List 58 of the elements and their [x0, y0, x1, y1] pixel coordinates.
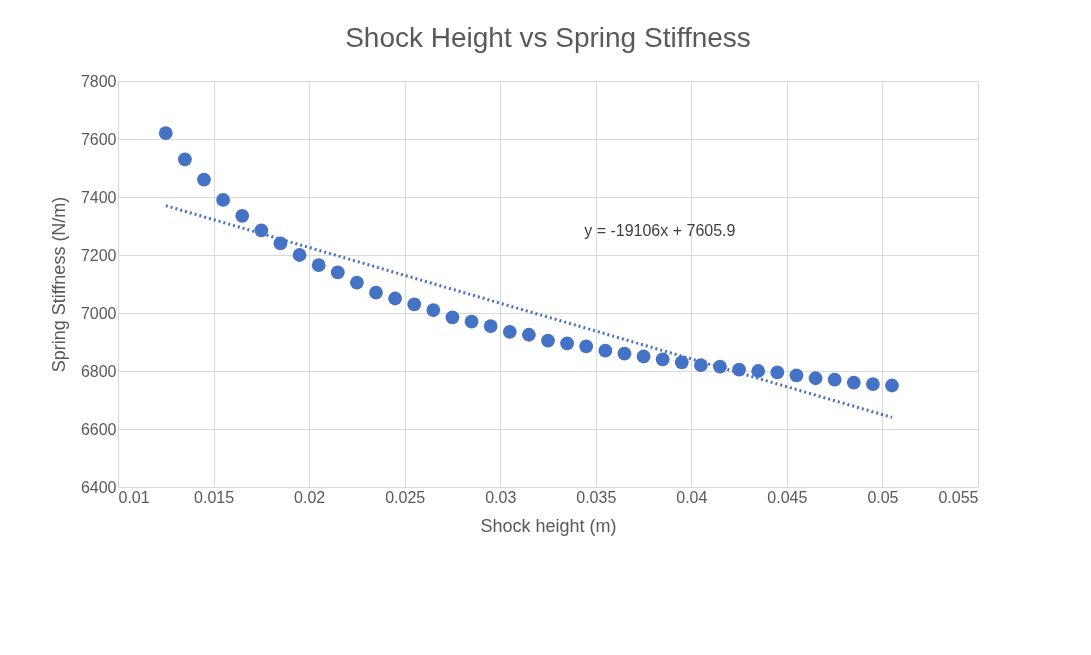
point	[827, 372, 842, 387]
point	[751, 364, 766, 378]
x-axis-title: Shock height (m)	[480, 515, 617, 536]
point	[885, 378, 899, 393]
x-tick-label: 0.04	[676, 488, 708, 506]
point	[674, 355, 689, 370]
point	[292, 248, 307, 262]
point	[350, 275, 364, 290]
y-tick-label: 6800	[80, 362, 117, 380]
point	[866, 377, 880, 391]
point	[636, 349, 651, 364]
x-tick-label: 0.015	[194, 488, 235, 506]
x-tick-label: 0.045	[767, 488, 808, 506]
point	[560, 336, 574, 351]
point	[178, 152, 192, 167]
chart-title: Shock Height vs Spring Stiffness	[345, 22, 751, 53]
point	[541, 333, 555, 348]
point	[158, 126, 173, 141]
x-tick-label: 0.025	[385, 488, 426, 506]
point	[197, 172, 211, 187]
x-tick-label: 0.01	[118, 488, 150, 506]
point	[464, 314, 479, 329]
point	[808, 371, 823, 386]
point	[694, 358, 708, 373]
point	[655, 352, 670, 367]
point	[445, 310, 460, 325]
y-tick-label: 7200	[80, 246, 117, 264]
point	[369, 285, 383, 300]
point	[770, 365, 785, 380]
point	[426, 303, 441, 317]
point	[846, 375, 861, 390]
y-axis-title: Spring Stiffness (N/m)	[48, 196, 69, 373]
point	[311, 258, 326, 273]
x-tick-label: 0.03	[485, 488, 517, 506]
point	[579, 339, 594, 354]
point	[330, 265, 345, 280]
point	[617, 346, 632, 361]
point	[483, 319, 498, 333]
point	[388, 291, 402, 306]
point	[502, 324, 517, 339]
point	[598, 343, 613, 358]
point	[235, 208, 250, 223]
y-tick-label: 7000	[80, 304, 117, 322]
point	[254, 223, 269, 238]
point	[407, 297, 422, 312]
point	[216, 193, 230, 207]
x-tick-label: 0.035	[576, 488, 617, 506]
y-tick-label: 7800	[80, 72, 117, 90]
point	[789, 368, 804, 383]
x-tick-label: 0.055	[938, 488, 979, 506]
x-tick-label: 0.02	[294, 488, 326, 506]
y-tick-label: 7400	[80, 188, 117, 206]
x-tick-label: 0.05	[867, 488, 899, 506]
annotation: y = -19106x + 7605.9	[584, 222, 736, 240]
y-tick-label: 6600	[80, 420, 117, 438]
y-tick-label: 7600	[80, 130, 117, 148]
point	[522, 327, 536, 342]
y-tick-label: 6400	[80, 478, 117, 496]
